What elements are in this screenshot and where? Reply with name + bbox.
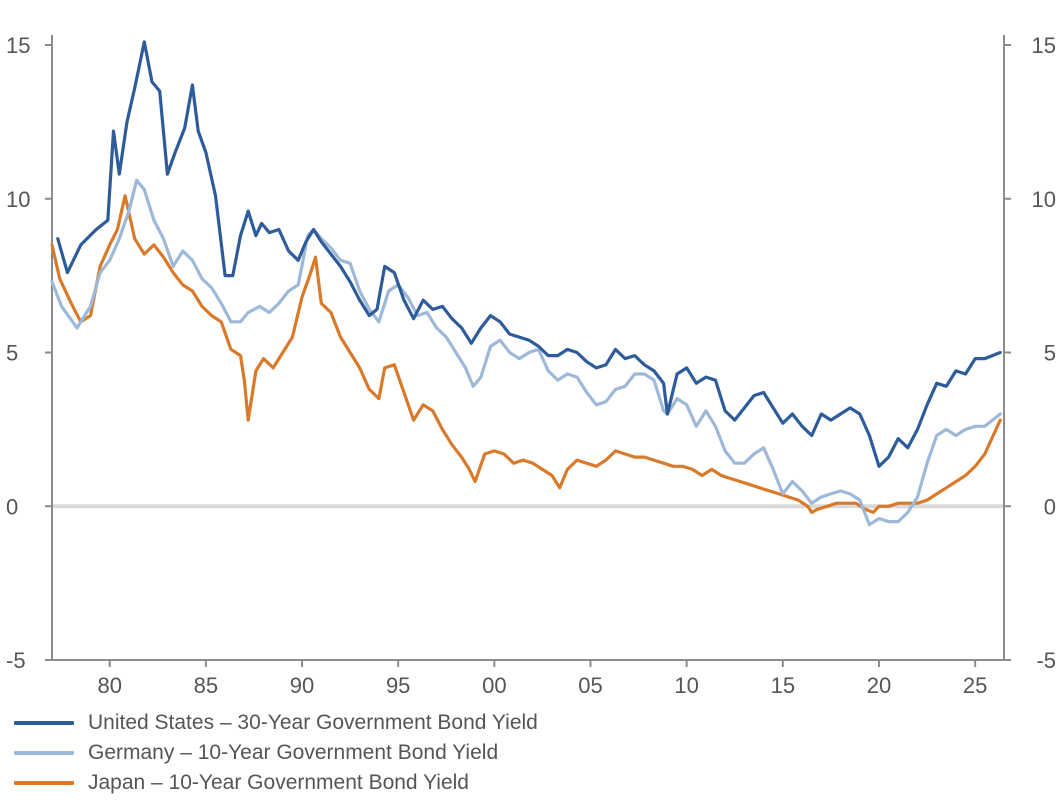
x-tick-label: 25 — [963, 673, 987, 698]
x-tick-label: 20 — [867, 673, 891, 698]
legend-item-germany: Germany – 10-Year Government Bond Yield — [14, 738, 1044, 768]
legend-swatch-germany — [14, 751, 74, 755]
y-tick-label-left: 15 — [6, 33, 30, 58]
y-tick-label-right: 0 — [1044, 494, 1056, 519]
y-tick-label-left: 10 — [6, 187, 30, 212]
series-line-2 — [50, 194, 1002, 515]
y-tick-label-right: 5 — [1044, 341, 1056, 366]
legend-label-japan: Japan – 10-Year Government Bond Yield — [88, 771, 469, 794]
legend-item-us: United States – 30-Year Government Bond … — [14, 708, 1044, 738]
y-tick-label-right: 15 — [1032, 33, 1056, 58]
x-tick-label: 00 — [482, 673, 506, 698]
x-tick-label: 80 — [97, 673, 121, 698]
y-tick-label-left: 0 — [6, 494, 18, 519]
x-tick-label: 15 — [771, 673, 795, 698]
x-tick-label: 05 — [578, 673, 602, 698]
x-tick-label: 85 — [194, 673, 218, 698]
y-tick-label-left: -5 — [6, 648, 26, 673]
x-tick-label: 95 — [386, 673, 410, 698]
legend-swatch-japan — [14, 781, 74, 785]
legend-label-us: United States – 30-Year Government Bond … — [88, 711, 538, 734]
legend-swatch-us — [14, 721, 74, 725]
chart-legend: United States – 30-Year Government Bond … — [14, 708, 1044, 798]
y-tick-label-right: -5 — [1036, 648, 1056, 673]
series-line-0 — [56, 40, 1002, 468]
legend-label-germany: Germany – 10-Year Government Bond Yield — [88, 741, 499, 764]
legend-item-japan: Japan – 10-Year Government Bond Yield — [14, 768, 1044, 798]
y-tick-label-right: 10 — [1032, 187, 1056, 212]
y-tick-label-left: 5 — [6, 341, 18, 366]
x-tick-label: 10 — [674, 673, 698, 698]
x-tick-label: 90 — [290, 673, 314, 698]
series-line-1 — [50, 178, 1002, 527]
